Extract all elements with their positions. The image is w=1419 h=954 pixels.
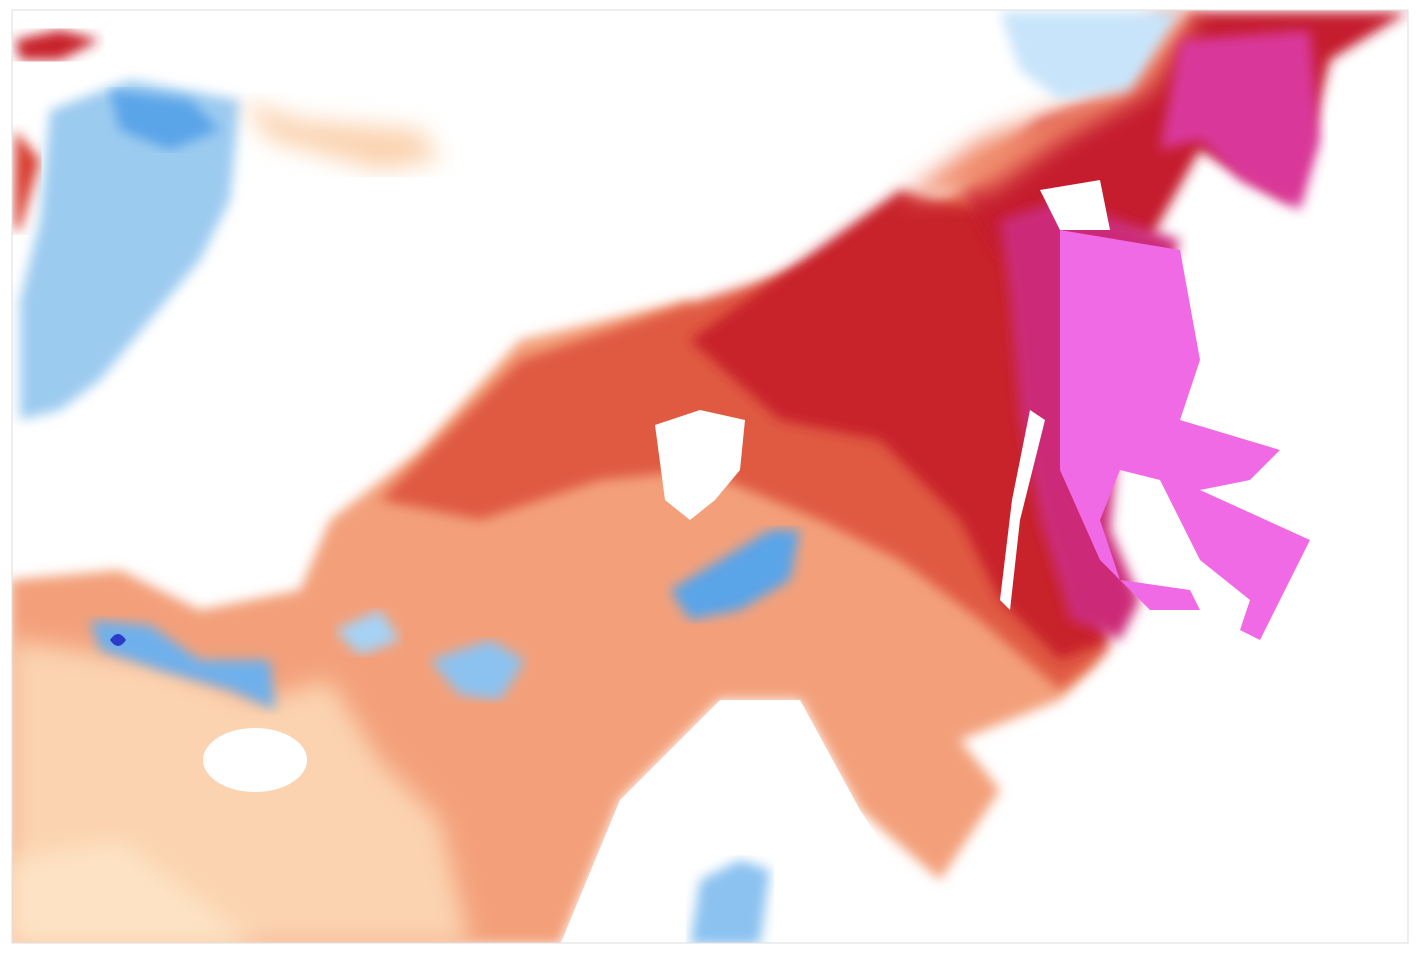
ocean-anomaly-blue — [690, 860, 770, 943]
coast-anomaly-red — [15, 30, 100, 60]
ocean-anomaly-blue — [110, 634, 126, 646]
land-franz-josef — [1040, 180, 1110, 230]
ocean-anomaly-blue — [20, 80, 240, 420]
land-iceland — [203, 728, 307, 792]
coast-anomaly-red — [14, 130, 40, 230]
land-svalbard — [655, 410, 745, 520]
ocean-anomaly-red-fringe — [900, 12, 1200, 200]
ocean-anomaly-pale — [12, 840, 258, 943]
land-novaya-zemlya — [1000, 410, 1045, 610]
ocean-anomaly-blue — [90, 620, 275, 710]
ocean-anomaly-blue — [670, 530, 800, 620]
ocean-anomaly-darkred — [690, 190, 1110, 660]
ocean-anomaly-magenta — [1060, 230, 1310, 640]
ocean-anomaly-magenta — [1160, 30, 1320, 210]
ocean-anomaly-lightblue — [1000, 12, 1180, 100]
land-scandinavia — [560, 700, 900, 943]
map-frame — [11, 9, 1409, 944]
ocean-anomaly-blue — [430, 640, 525, 700]
ocean-anomaly-blue — [335, 610, 400, 655]
ocean-anomaly-blue — [110, 90, 220, 150]
anomaly-field — [12, 12, 1408, 943]
coast-anomaly-pale — [240, 100, 440, 170]
